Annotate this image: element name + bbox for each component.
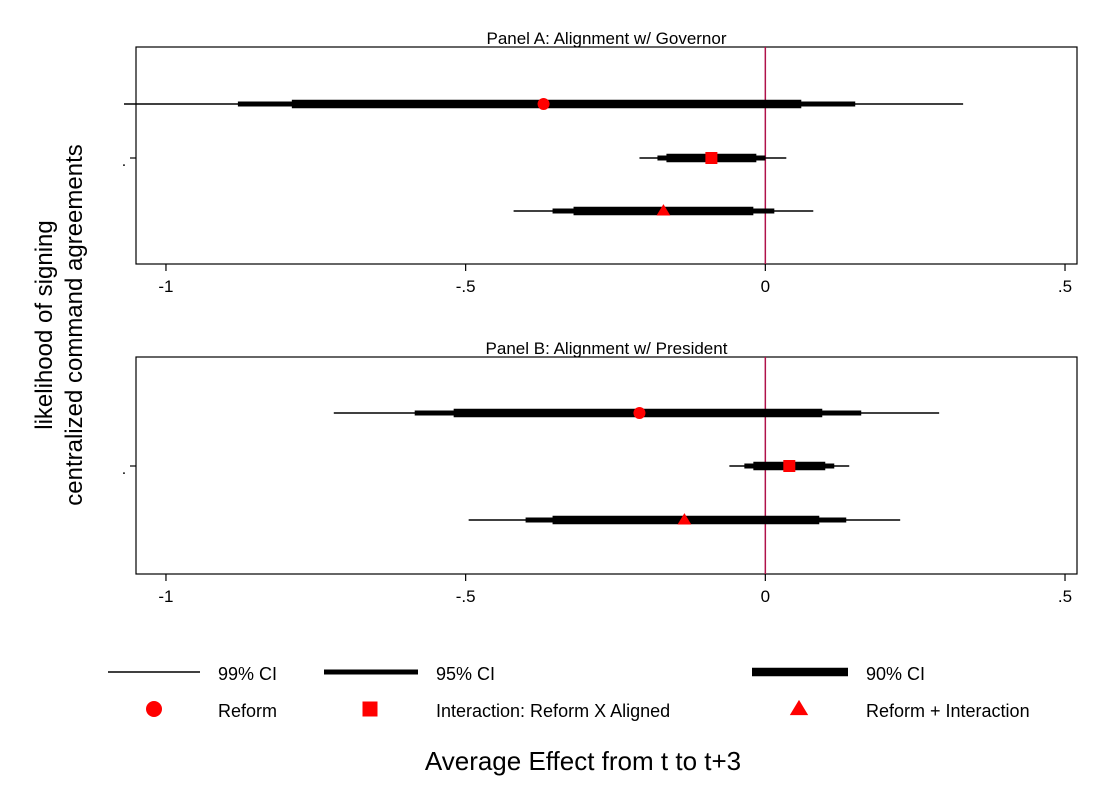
legend-square-marker: [362, 701, 378, 717]
legend-label: Interaction: Reform X Aligned: [436, 701, 670, 721]
x-tick-label: 0: [761, 277, 770, 296]
legend-label: 90% CI: [866, 664, 925, 684]
plot-frame: [135, 46, 1078, 265]
legend-label: 99% CI: [218, 664, 277, 684]
x-axis-label: Average Effect from t to t+3: [425, 746, 741, 776]
square-marker: [783, 460, 796, 472]
x-tick-label: .5: [1058, 587, 1072, 606]
y-axis-label: likelihood of signing: [31, 220, 58, 429]
panel-title: Panel A: Alignment w/ Governor: [486, 29, 726, 48]
x-tick-label: -.5: [456, 277, 476, 296]
x-tick-label: -1: [158, 277, 173, 296]
square-marker: [705, 152, 718, 164]
legend-label: Reform: [218, 701, 277, 721]
x-tick-label: -1: [158, 587, 173, 606]
panel-title: Panel B: Alignment w/ President: [486, 339, 728, 358]
legend-triangle-marker: [789, 699, 809, 716]
legend-label: Reform + Interaction: [866, 701, 1030, 721]
y-tick-label: .: [122, 461, 126, 478]
x-tick-label: .5: [1058, 277, 1072, 296]
circle-marker: [633, 407, 646, 419]
legend-label: 95% CI: [436, 664, 495, 684]
y-axis-label: centralized command agreements: [61, 144, 88, 506]
legend-circle-marker: [146, 701, 162, 717]
triangle-marker: [656, 204, 671, 216]
plot-frame: [135, 356, 1078, 575]
circle-marker: [537, 98, 550, 110]
triangle-marker: [677, 513, 692, 525]
x-tick-label: -.5: [456, 587, 476, 606]
y-tick-label: .: [122, 153, 126, 170]
x-tick-label: 0: [761, 587, 770, 606]
